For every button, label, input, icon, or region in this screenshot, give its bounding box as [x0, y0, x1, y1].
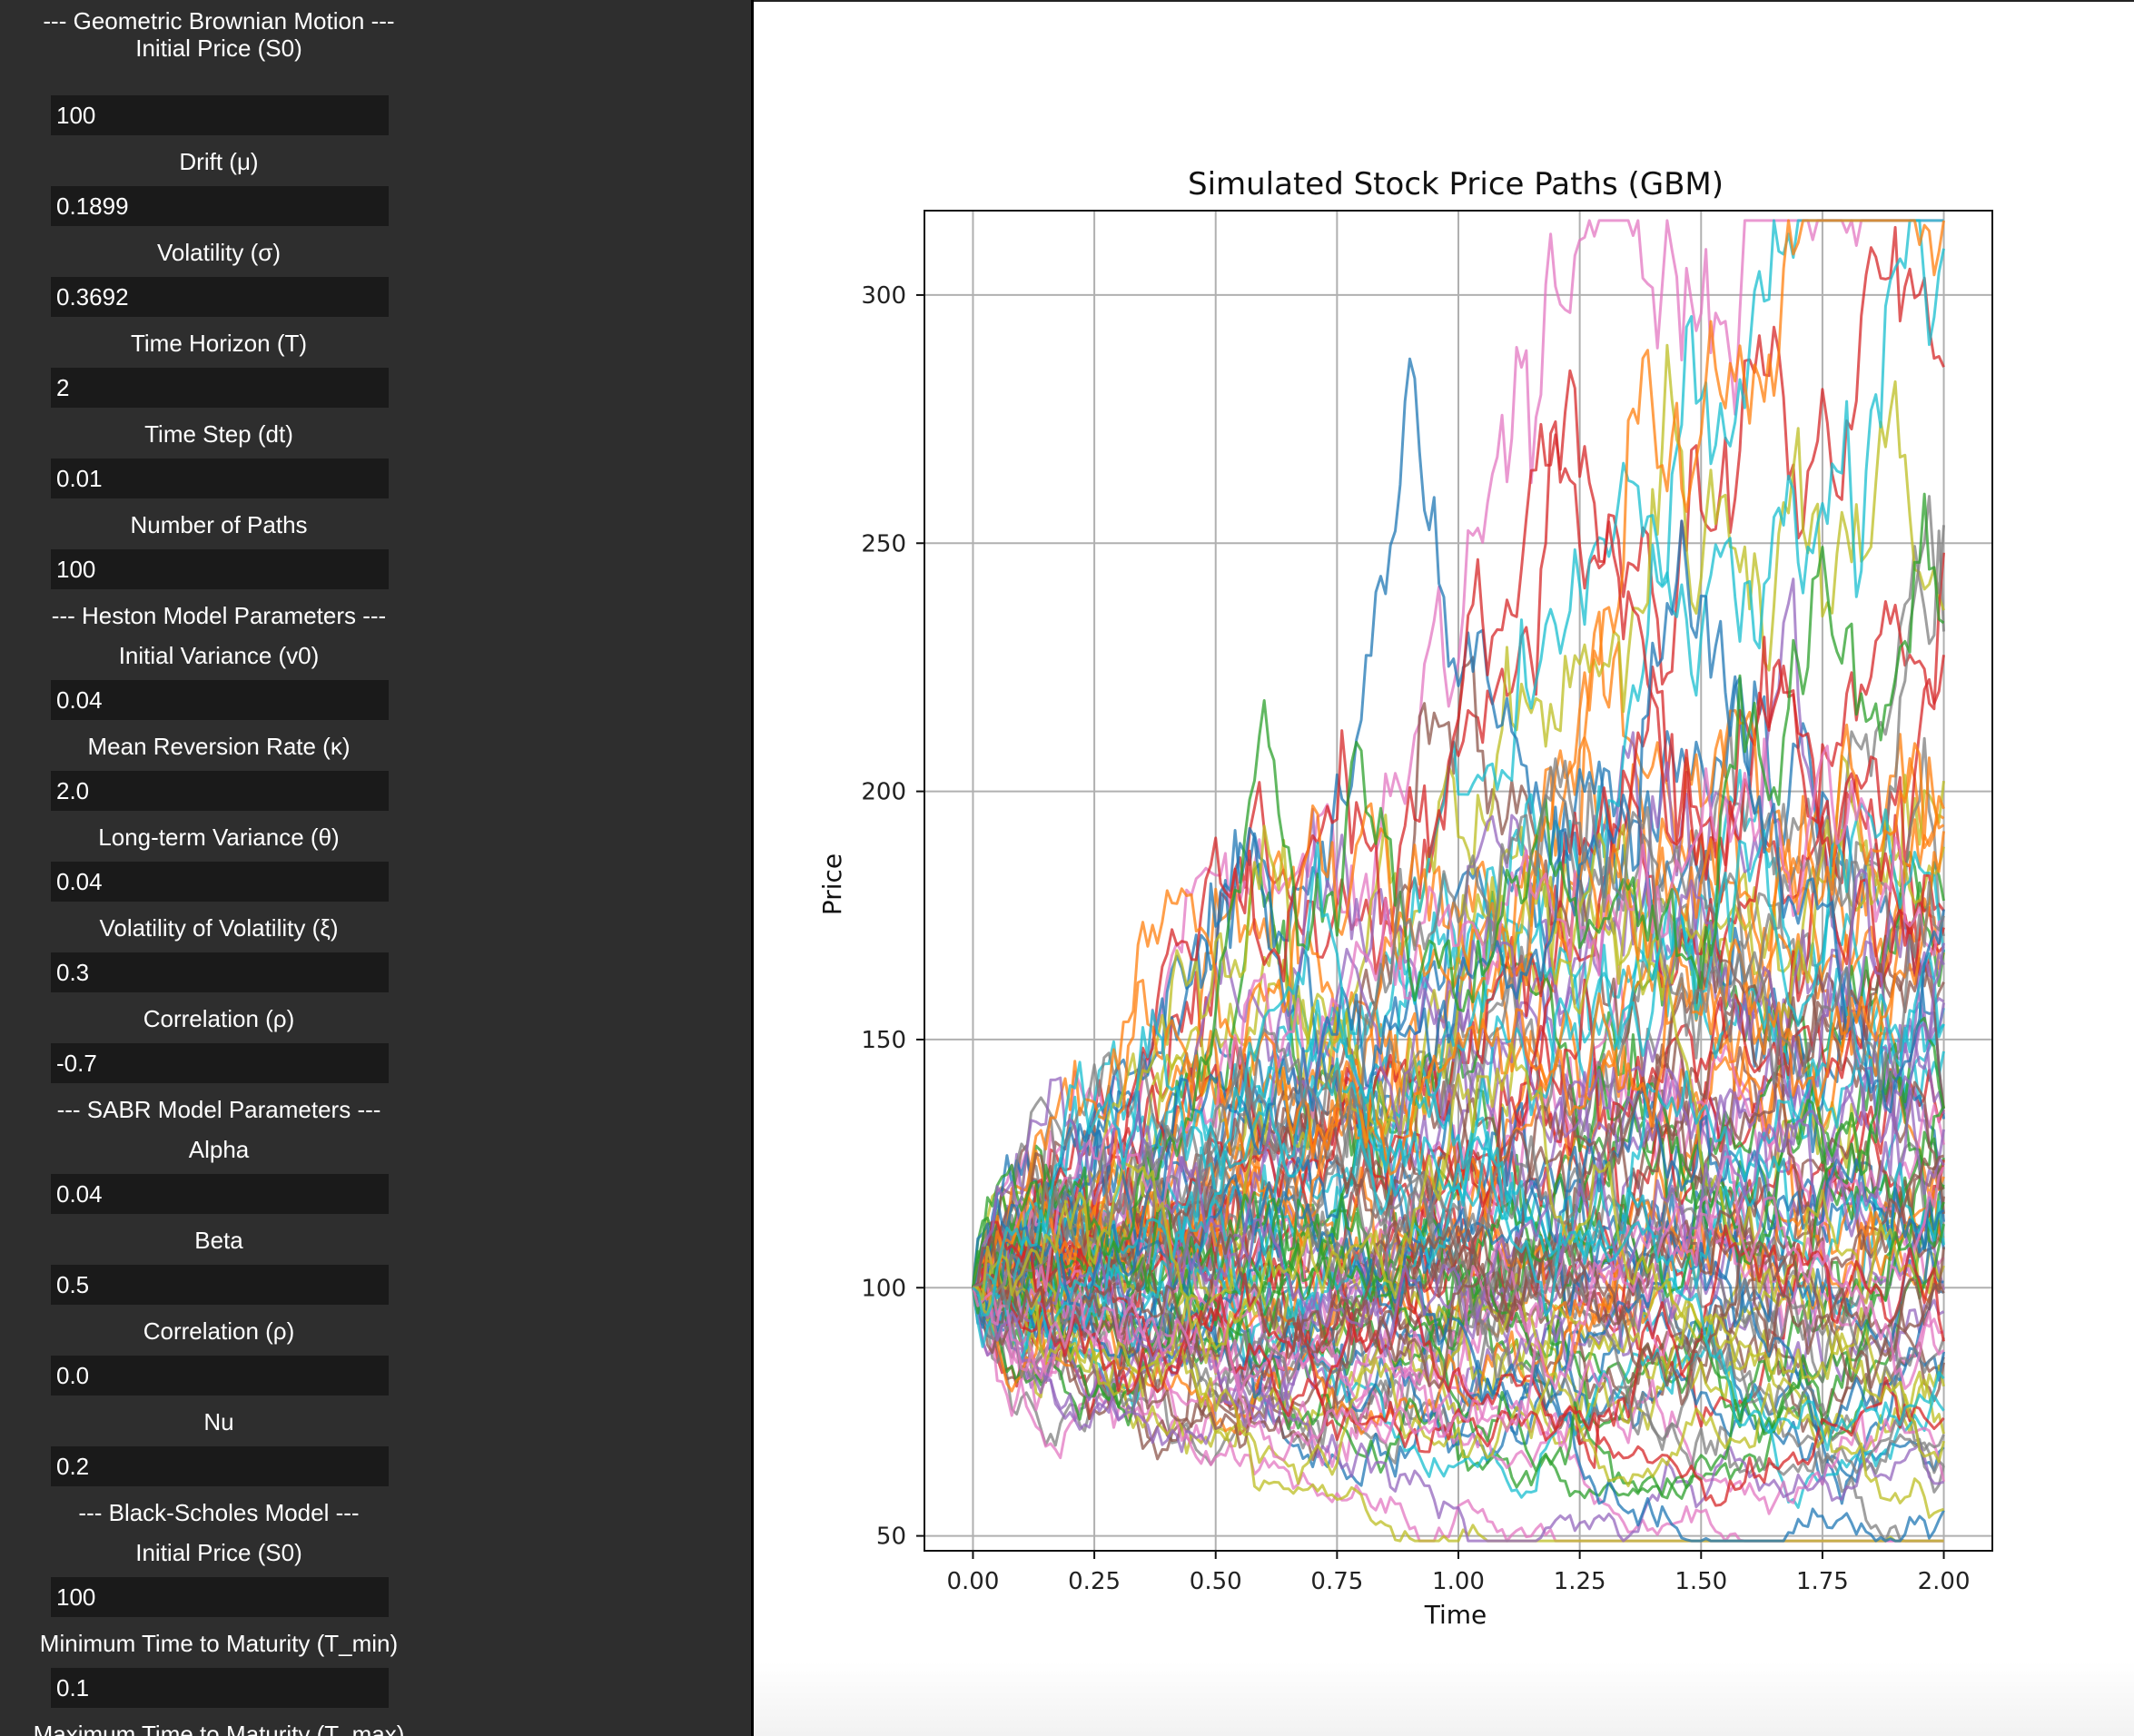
price-path-line: [973, 831, 1945, 1301]
price-path-line: [972, 1209, 1945, 1469]
price-path-line: [973, 1042, 1945, 1464]
price-path-line: [972, 1155, 1945, 1462]
price-path-line: [972, 1131, 1945, 1407]
field-label-v0: Initial Variance (v0): [118, 642, 320, 669]
y-axis-title: Price: [817, 853, 847, 915]
price-path-line: [972, 1269, 1944, 1519]
heston-rho-input[interactable]: [51, 1043, 389, 1083]
x-tick-label: 0.00: [947, 1568, 1000, 1595]
x-axis: 0.00 0.25 0.50 0.75 1.00 1.25 1.50 1.75 2.00: [947, 1551, 1971, 1595]
window-bottom-edge: [754, 1662, 2134, 1736]
field-label-volatility: Volatility (σ): [157, 239, 281, 266]
price-path-line: [972, 1189, 1945, 1500]
x-tick-label: 0.75: [1310, 1568, 1363, 1595]
price-path-line: [972, 952, 1945, 1317]
price-path-line: [972, 369, 1945, 1293]
price-path-line: [972, 1261, 1945, 1543]
price-path-line: [972, 1130, 1945, 1500]
field-label-time-horizon: Time Horizon (T): [130, 330, 308, 357]
price-path-line: [973, 1087, 1945, 1475]
price-path-line: [972, 1220, 1945, 1507]
price-path-line: [972, 1287, 1945, 1455]
price-path-line: [972, 1130, 1945, 1361]
price-path-line: [972, 942, 1945, 1358]
y-tick-label: 300: [861, 282, 906, 310]
s0-input[interactable]: [51, 95, 389, 135]
time-horizon-input[interactable]: [51, 368, 389, 408]
field-label-sabr-rho: Correlation (ρ): [143, 1317, 295, 1345]
field-label-beta: Beta: [194, 1227, 243, 1254]
xi-input[interactable]: [51, 952, 389, 992]
y-tick-label: 50: [876, 1524, 906, 1551]
x-tick-label: 1.50: [1675, 1568, 1727, 1595]
y-tick-label: 250: [861, 530, 906, 557]
price-path-line: [972, 1179, 1944, 1468]
price-path-line: [972, 519, 1945, 1307]
time-step-input[interactable]: [51, 459, 389, 498]
section-header-sabr: --- SABR Model Parameters ---: [56, 1096, 381, 1123]
x-tick-label: 1.25: [1554, 1568, 1606, 1595]
section-header-heston: --- Heston Model Parameters ---: [51, 602, 387, 629]
field-label-t-max: Maximum Time to Maturity (T_max): [33, 1721, 405, 1736]
y-tick-label: 150: [861, 1027, 906, 1054]
x-tick-label: 1.00: [1432, 1568, 1485, 1595]
price-path-line: [972, 1129, 1945, 1543]
alpha-input[interactable]: [51, 1174, 389, 1214]
price-path-line: [972, 737, 1945, 1326]
y-axis: 50 100 150 200 250 300: [861, 282, 924, 1551]
chart-panel: Simulated Stock Price Paths (GBM) 0.00 0.…: [754, 0, 2134, 1736]
sidebar-divider[interactable]: [751, 0, 754, 1736]
drift-input[interactable]: [51, 186, 389, 226]
x-tick-label: 2.00: [1918, 1568, 1971, 1595]
y-tick-label: 200: [861, 779, 906, 806]
v0-input[interactable]: [51, 680, 389, 720]
gbm-chart: Simulated Stock Price Paths (GBM) 0.00 0.…: [754, 2, 2134, 1663]
price-path-line: [972, 1208, 1945, 1462]
price-path-line: [972, 1229, 1945, 1406]
section-header-gbm: --- Geometric Brownian Motion ---: [43, 7, 395, 35]
num-paths-input[interactable]: [51, 549, 389, 589]
field-label-alpha: Alpha: [188, 1136, 250, 1163]
field-label-theta: Long-term Variance (θ): [98, 824, 340, 851]
section-header-black-scholes: --- Black-Scholes Model ---: [78, 1499, 360, 1526]
x-axis-title: Time: [1424, 1600, 1487, 1630]
price-path-line: [972, 841, 1945, 1452]
field-label-t-min: Minimum Time to Maturity (T_min): [39, 1630, 399, 1657]
price-path-line: [972, 709, 1945, 1288]
paths-layer: [972, 219, 1945, 1543]
price-path-line: [972, 868, 1945, 1363]
x-tick-label: 0.25: [1068, 1568, 1121, 1595]
field-label-num-paths: Number of Paths: [130, 511, 308, 538]
field-label-bs-s0: Initial Price (S0): [135, 1539, 302, 1566]
field-label-xi: Volatility of Volatility (ξ): [99, 914, 339, 942]
kappa-input[interactable]: [51, 771, 389, 811]
beta-input[interactable]: [51, 1265, 389, 1305]
y-tick-label: 100: [861, 1275, 906, 1302]
theta-input[interactable]: [51, 862, 389, 902]
price-path-line: [972, 757, 1945, 1310]
field-label-heston-rho: Correlation (ρ): [143, 1005, 295, 1032]
bs-s0-input[interactable]: [51, 1577, 389, 1617]
field-label-drift: Drift (μ): [179, 148, 259, 175]
volatility-input[interactable]: [51, 277, 389, 317]
field-label-nu: Nu: [203, 1408, 234, 1435]
x-tick-label: 0.50: [1190, 1568, 1242, 1595]
nu-input[interactable]: [51, 1446, 389, 1486]
x-tick-label: 1.75: [1796, 1568, 1849, 1595]
sabr-rho-input[interactable]: [51, 1356, 389, 1396]
chart-title: Simulated Stock Price Paths (GBM): [1188, 166, 1724, 202]
field-label-s0: Initial Price (S0): [135, 35, 302, 62]
parameter-sidebar[interactable]: --- Geometric Brownian Motion --- Initia…: [0, 0, 751, 1736]
field-label-kappa: Mean Reversion Rate (κ): [87, 733, 351, 760]
price-path-line: [972, 492, 1945, 1288]
field-label-time-step: Time Step (dt): [144, 420, 293, 448]
t-min-input[interactable]: [51, 1668, 389, 1708]
